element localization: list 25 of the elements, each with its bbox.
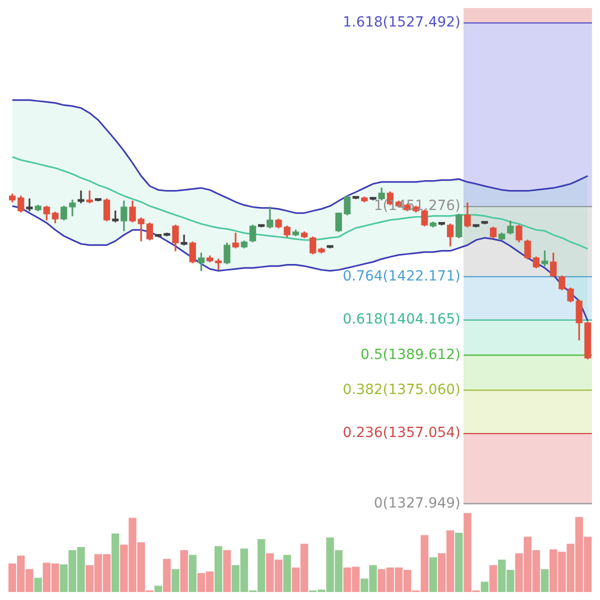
bar (489, 565, 498, 592)
ref-line-label: 0.5(1389.612) (360, 346, 461, 363)
bar (283, 554, 291, 592)
bar (188, 554, 197, 592)
bar (163, 558, 171, 592)
bar (180, 550, 188, 592)
bar (154, 586, 162, 592)
bar (111, 534, 120, 592)
ref-line-label: 0(1327.949) (374, 495, 461, 512)
bar (429, 557, 437, 592)
ref-line-label: 0.236(1357.054) (342, 425, 461, 442)
bar (172, 569, 180, 592)
ref-line-label: 1.618(1527.492) (342, 14, 461, 31)
ref-line-label: 0.382(1375.060) (342, 382, 461, 398)
bar (223, 550, 231, 592)
bar (455, 532, 463, 592)
candlestick (26, 198, 33, 212)
bar (34, 578, 42, 592)
ref-line-label: 0.618(1404.165) (342, 312, 461, 328)
candlestick (78, 190, 84, 204)
bar (214, 546, 222, 592)
bar (480, 582, 489, 592)
ref-line-label: 0.764(1422.171) (342, 268, 461, 284)
bar (540, 569, 549, 592)
candlestick (180, 234, 188, 246)
